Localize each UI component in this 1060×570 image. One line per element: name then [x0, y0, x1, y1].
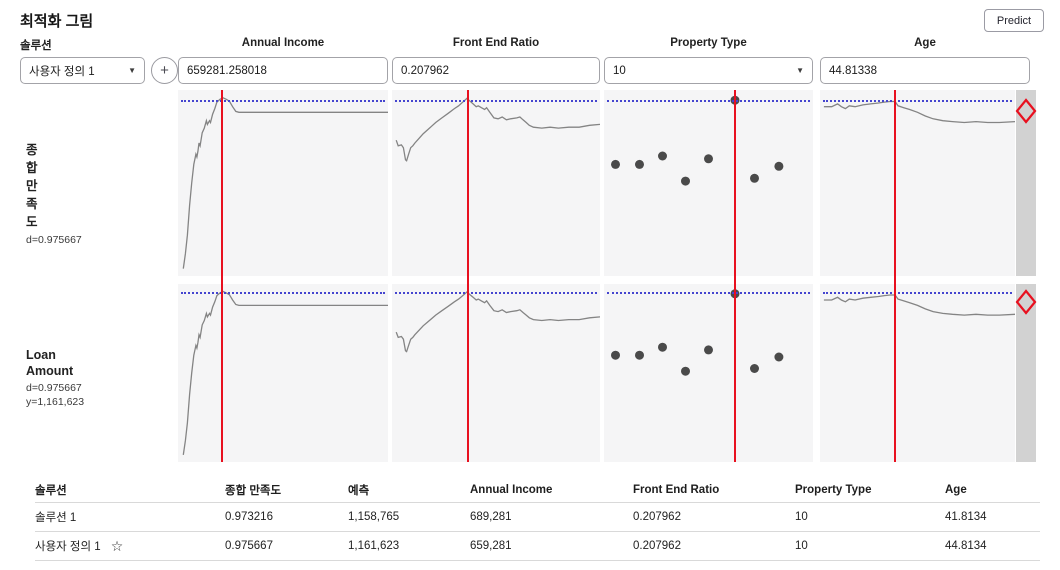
solution-name: 사용자 정의 1	[35, 541, 101, 553]
profiler-cell[interactable]	[820, 284, 1015, 462]
desirability-dotted-line	[823, 100, 1012, 102]
profiler-cell[interactable]	[604, 90, 813, 276]
desirability-dotted-line	[823, 292, 1012, 294]
col-header-overall-desirability: 종합 만족도	[225, 485, 282, 497]
property-type-dropdown[interactable]: 10 ▼	[604, 57, 813, 84]
factor-label-annual-income: Annual Income	[241, 37, 325, 49]
chevron-down-icon: ▼	[128, 66, 136, 75]
cell-annual-income: 659,281	[470, 540, 512, 552]
cell-desirability: 0.973216	[225, 511, 273, 523]
solution-dropdown-value: 사용자 정의 1	[29, 65, 95, 78]
add-solution-button[interactable]: +	[151, 57, 178, 84]
star-icon[interactable]: ☆	[110, 537, 124, 554]
profiler-cell[interactable]	[392, 90, 600, 276]
col-header-age: Age	[945, 484, 967, 496]
response1-desirability: d=0.975667	[26, 234, 82, 246]
profiler-cell[interactable]	[604, 284, 813, 462]
response1-label-char: 종	[26, 143, 38, 157]
profiler-cell[interactable]	[178, 90, 388, 276]
current-value-line[interactable]	[734, 90, 737, 462]
current-value-line[interactable]	[466, 90, 469, 462]
cell-prediction: 1,161,623	[348, 540, 400, 552]
current-value-line[interactable]	[894, 90, 897, 462]
profiler-cell[interactable]	[820, 90, 1015, 276]
cell-front-end-ratio: 0.207962	[633, 540, 681, 552]
cell-prediction: 1,158,765	[348, 511, 400, 523]
annual-income-input[interactable]	[178, 57, 388, 84]
cell-age: 44.8134	[945, 540, 987, 552]
solution-label: 솔루션	[20, 40, 52, 52]
response1-label-char: 합	[26, 161, 38, 175]
property-type-value: 10	[613, 64, 626, 77]
solutions-table: 솔루션 종합 만족도 예측 Annual Income Front End Ra…	[35, 478, 1040, 561]
cell-desirability: 0.975667	[225, 540, 273, 552]
plus-icon: +	[160, 62, 169, 79]
profiler-column-property-type[interactable]	[604, 90, 813, 462]
cell-age: 41.8134	[945, 511, 987, 523]
page-title: 최적화 그림	[20, 13, 94, 30]
cell-annual-income: 689,281	[470, 511, 512, 523]
profiler-cell[interactable]	[392, 284, 600, 462]
factor-label-property-type: Property Type	[670, 37, 747, 49]
col-header-annual-income: Annual Income	[470, 484, 553, 496]
desirability-dotted-line	[395, 292, 597, 294]
desirability-dotted-line	[607, 292, 810, 294]
factor-label-age: Age	[914, 37, 936, 49]
cell-property-type: 10	[795, 540, 808, 552]
solution-name: 솔루션 1	[35, 512, 77, 524]
response1-label-char: 족	[26, 197, 38, 211]
desirability-strip[interactable]	[1016, 284, 1036, 462]
desirability-dotted-line	[395, 100, 597, 102]
table-header-row: 솔루션 종합 만족도 예측 Annual Income Front End Ra…	[35, 478, 1040, 503]
col-header-solution: 솔루션	[35, 485, 67, 497]
profiler-column-annual-income[interactable]	[178, 90, 388, 462]
response2-label: Amount	[26, 364, 74, 378]
response2-desirability: d=0.975667	[26, 382, 82, 394]
desirability-dotted-line	[181, 100, 385, 102]
predict-button[interactable]: Predict	[984, 9, 1044, 32]
desirability-diamond-icon[interactable]	[1015, 289, 1037, 315]
cell-front-end-ratio: 0.207962	[633, 511, 681, 523]
desirability-dotted-line	[607, 100, 810, 102]
profiler-cell[interactable]	[178, 284, 388, 462]
response1-label-char: 도	[26, 215, 38, 229]
factor-label-front-end-ratio: Front End Ratio	[452, 37, 540, 49]
age-input[interactable]	[820, 57, 1030, 84]
profiler-column-age[interactable]	[820, 90, 1015, 462]
current-value-line[interactable]	[221, 90, 224, 462]
col-header-property-type: Property Type	[795, 484, 872, 496]
response2-predicted: y=1,161,623	[26, 396, 85, 408]
col-header-front-end-ratio: Front End Ratio	[633, 484, 720, 496]
desirability-diamond-icon[interactable]	[1015, 98, 1037, 124]
table-row[interactable]: 사용자 정의 1 ☆ 0.975667 1,161,623 659,281 0.2…	[35, 532, 1040, 561]
front-end-ratio-input[interactable]	[392, 57, 600, 84]
chevron-down-icon: ▼	[796, 66, 804, 75]
cell-property-type: 10	[795, 511, 808, 523]
profiler-column-front-end-ratio[interactable]	[392, 90, 600, 462]
desirability-strip[interactable]	[1016, 90, 1036, 276]
solution-dropdown[interactable]: 사용자 정의 1 ▼	[20, 57, 145, 84]
desirability-dotted-line	[181, 292, 385, 294]
col-header-prediction: 예측	[348, 485, 370, 497]
response1-label-char: 만	[26, 179, 38, 193]
response2-label: Loan	[26, 348, 56, 362]
table-row[interactable]: 솔루션 1 0.973216 1,158,765 689,281 0.20796…	[35, 503, 1040, 532]
